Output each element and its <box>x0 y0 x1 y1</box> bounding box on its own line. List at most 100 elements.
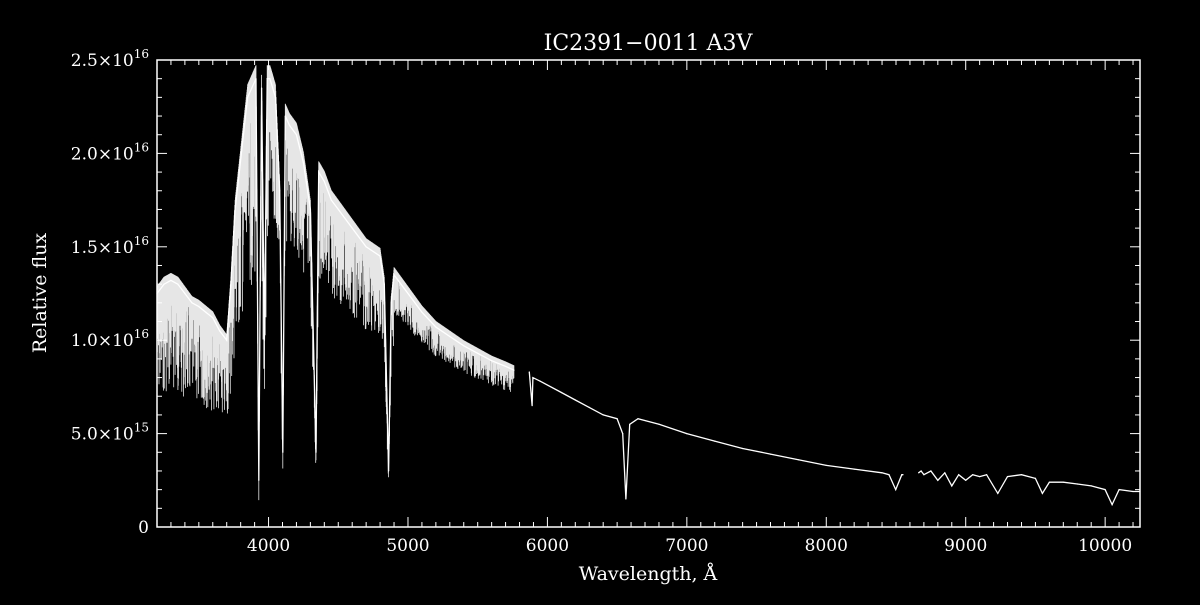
spectrum-point <box>895 489 897 491</box>
spectrum-point <box>421 311 423 313</box>
spectrum-point <box>686 433 688 435</box>
spectrum-point <box>951 485 953 487</box>
spectrum-point <box>184 292 186 295</box>
spectrum-line <box>156 78 515 481</box>
spectrum-point <box>539 380 542 382</box>
spectrum-point <box>269 78 271 80</box>
spectrum-point <box>958 474 960 476</box>
spectrum-point <box>330 199 332 201</box>
y-tick-label: 5.0×1015 <box>71 421 149 445</box>
spectrum-point <box>881 472 883 474</box>
spectrum-point <box>191 302 193 304</box>
y-axis-label: Relative flux <box>29 233 51 354</box>
spectrum-point <box>560 391 563 394</box>
spectrum-point <box>261 87 263 89</box>
x-tick-label: 8000 <box>805 536 848 556</box>
spectrum-point <box>972 474 974 476</box>
spectrum-point <box>295 134 297 136</box>
spectrum-point <box>435 326 437 328</box>
spectrum-point <box>212 317 214 319</box>
spectrum-layer <box>156 65 1141 507</box>
x-tick-label: 4000 <box>247 536 290 556</box>
spectrum-point <box>531 405 533 407</box>
spectrum-point <box>825 464 827 466</box>
chart-title: IC2391−0011 A3V <box>544 31 754 56</box>
spectrum-point <box>1041 492 1043 494</box>
y-tick-label: 2.0×1016 <box>71 140 149 164</box>
spectrum-point <box>1111 504 1113 506</box>
spectrum-point <box>769 453 772 455</box>
spectrum-point <box>1006 476 1009 478</box>
spectrum-point <box>888 474 890 476</box>
spectrum-point <box>622 433 624 435</box>
spectrum-point <box>198 306 200 308</box>
spectrum-point <box>629 423 631 425</box>
spectrum-point <box>658 423 660 425</box>
spectrum-point <box>266 78 268 80</box>
spectrum-point <box>247 96 249 98</box>
spectrum-point <box>205 311 207 313</box>
spectrum-point <box>351 227 353 229</box>
spectrum-point <box>1062 481 1064 483</box>
spectrum-point <box>714 440 716 442</box>
spectrum-point <box>986 474 988 476</box>
spectrum-point <box>288 124 291 126</box>
spectrum-point <box>477 352 479 354</box>
spectrum-point <box>255 78 257 80</box>
spectrum-point <box>272 87 274 89</box>
spectrum-point <box>393 274 395 276</box>
spectrum-point <box>284 115 286 117</box>
spectrum-point <box>170 279 172 281</box>
spectrum-point <box>226 339 228 341</box>
spectrum-point <box>528 371 530 373</box>
spectrum-point <box>797 459 800 461</box>
spectrum-point <box>1034 477 1036 479</box>
spectrum-point <box>979 476 981 478</box>
spectrum-point <box>616 418 618 420</box>
spectrum-point <box>258 479 260 481</box>
spectrum-point <box>602 414 604 416</box>
y-tick-label: 2.5×1016 <box>71 47 149 71</box>
spectrum-point <box>315 451 317 453</box>
spectrum-point <box>937 479 939 481</box>
spectrum-point <box>238 171 240 173</box>
spectrum-point <box>282 451 284 453</box>
x-tick-label: 6000 <box>526 536 569 556</box>
spectrum-point <box>920 470 922 472</box>
spectrum-point <box>177 283 179 285</box>
x-tick-label: 9000 <box>944 536 987 556</box>
spectrum-point <box>742 447 744 450</box>
spectrum-point <box>274 96 277 98</box>
spectrum-point <box>449 335 451 338</box>
x-tick-label: 5000 <box>386 536 429 556</box>
spectrum-point <box>918 472 920 474</box>
spectrum-point <box>388 470 390 472</box>
spectrum-point <box>383 283 385 285</box>
spectrum-point <box>532 377 534 379</box>
spectrum-point <box>1132 490 1134 493</box>
spectrum-point <box>944 472 946 474</box>
spectrum-point <box>318 171 320 173</box>
plot-frame <box>156 59 1141 528</box>
spectrum-point <box>309 208 311 210</box>
spectrum-point <box>251 87 253 89</box>
spectrum-point <box>1118 489 1120 491</box>
spectrum-point <box>242 134 244 136</box>
spectrum-point <box>930 470 932 472</box>
spectrum-point <box>337 208 339 210</box>
spectrum-point <box>219 330 221 332</box>
spectrum-point <box>279 190 281 192</box>
spectrum-point <box>234 208 236 210</box>
spectrum-line <box>528 371 903 500</box>
y-tick-label: 1.0×1016 <box>71 327 149 351</box>
spectrum-point <box>923 474 925 476</box>
spectrum-point <box>463 345 465 347</box>
spectrum-point <box>965 479 967 481</box>
spectrum-point <box>637 418 639 420</box>
spectrum-point <box>491 360 493 362</box>
spectrum-point <box>400 283 402 285</box>
spectrum-point <box>853 468 855 470</box>
spectrum-point <box>407 292 409 295</box>
spectrum-point <box>1090 485 1092 487</box>
